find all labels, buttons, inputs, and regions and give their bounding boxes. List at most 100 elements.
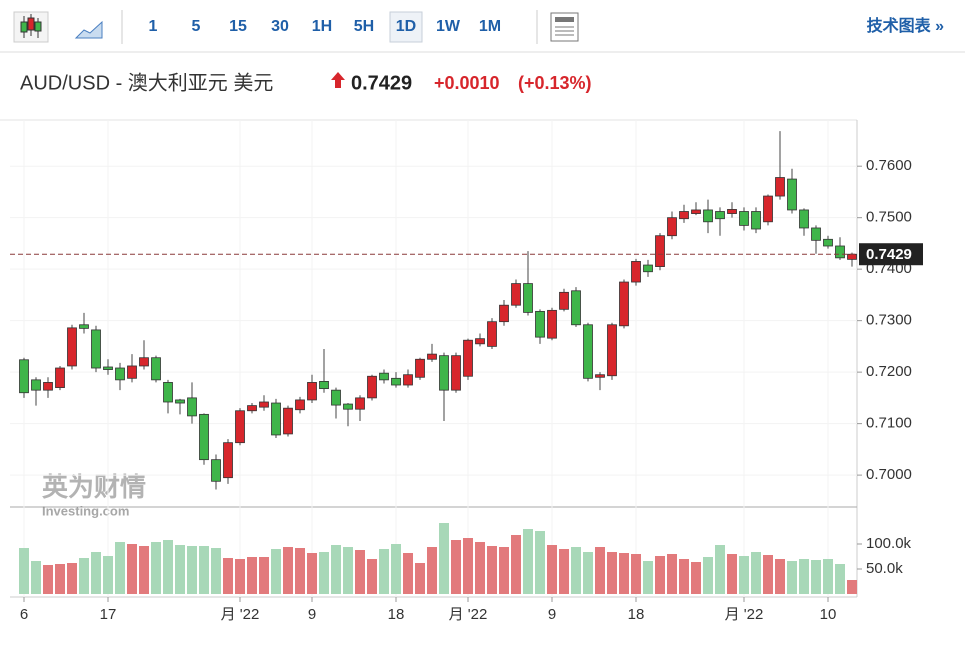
candle-body	[763, 195, 773, 223]
volume-bar	[379, 549, 389, 594]
volume-bar	[463, 538, 473, 594]
volume-bar	[427, 547, 437, 594]
candle-body	[847, 253, 857, 260]
volume-bar	[103, 556, 113, 594]
candle-body	[595, 374, 605, 378]
volume-bar	[439, 523, 449, 594]
volume-bar	[619, 553, 629, 594]
toolbar	[0, 0, 965, 52]
volume-bar	[487, 546, 497, 594]
volume-bar	[715, 545, 725, 594]
price: 0.7429	[351, 72, 412, 94]
candle-body	[187, 397, 197, 417]
candle-body	[619, 281, 629, 327]
x-tick-label: 月 '22	[221, 606, 260, 623]
candle-body	[679, 211, 689, 220]
tech-chart-link[interactable]: 技术图表 »	[867, 16, 944, 35]
candle-icon[interactable]	[13, 11, 49, 43]
candle-body	[55, 367, 65, 388]
volume-bar	[775, 559, 785, 594]
candle-body	[391, 377, 401, 386]
last-price-label: 0.7429	[866, 246, 912, 263]
x-tick-label: 9	[548, 606, 556, 623]
volume-bar	[391, 544, 401, 594]
volume-bar	[823, 559, 833, 594]
candle-body	[271, 402, 281, 436]
candle-body	[739, 211, 749, 226]
candle-body	[535, 310, 545, 338]
volume-bar	[367, 559, 377, 594]
y-tick-label: 0.7200	[866, 363, 912, 380]
volume-bar	[43, 565, 53, 594]
candle-body	[499, 304, 509, 323]
y-tick-label: 0.7500	[866, 209, 912, 226]
symbol: AUD/USD - 澳大利亚元 美元	[20, 71, 273, 94]
indicator-icon[interactable]	[550, 12, 579, 42]
volume-bar	[607, 552, 617, 594]
volume-bar	[211, 548, 221, 594]
candle-body	[355, 397, 365, 410]
volume-bar	[727, 554, 737, 594]
candle-body	[79, 324, 89, 329]
candle-body	[175, 399, 185, 404]
interval-button[interactable]: 1	[149, 18, 158, 35]
x-tick-label: 17	[100, 606, 117, 623]
volume-bar	[631, 554, 641, 594]
change-pct: (+0.13%)	[518, 73, 592, 93]
volume-bar	[535, 531, 545, 594]
interval-button[interactable]: 1D	[396, 18, 416, 35]
candle-body	[511, 283, 521, 306]
volume-bar	[235, 559, 245, 594]
volume-bar	[79, 558, 89, 594]
volume-bar	[667, 554, 677, 594]
candle-body	[823, 238, 833, 247]
candle-body	[451, 355, 461, 391]
watermark-en: Investing.com	[42, 503, 129, 518]
candle-body	[379, 372, 389, 381]
last-price-box	[859, 243, 923, 266]
interval-button[interactable]: 1M	[479, 18, 501, 35]
interval-button[interactable]: 1W	[436, 18, 461, 35]
interval-button[interactable]: 1H	[312, 18, 332, 35]
candle-body	[403, 374, 413, 386]
volume-bar	[763, 555, 773, 594]
interval-button[interactable]: 15	[229, 18, 247, 35]
candle-body	[67, 327, 77, 367]
candle-body	[691, 209, 701, 214]
candle-body	[43, 382, 53, 391]
x-tick-label: 10	[820, 606, 837, 623]
volume-bar	[271, 549, 281, 594]
volume-bar	[187, 546, 197, 594]
interval-button[interactable]: 5H	[354, 18, 374, 35]
volume-bar	[319, 552, 329, 594]
candle-body	[811, 227, 821, 241]
candle-body	[295, 399, 305, 411]
interval-button[interactable]: 30	[271, 18, 289, 35]
volume-bar	[595, 547, 605, 594]
volume-bar	[55, 564, 65, 594]
volume-bar	[511, 535, 521, 594]
y-tick-label: 0.7600	[866, 157, 912, 174]
volume-bar	[127, 544, 137, 594]
volume-bar	[523, 529, 533, 594]
volume-bar	[151, 542, 161, 594]
volume-bar	[739, 556, 749, 594]
candle-body	[571, 290, 581, 326]
volume-bar	[811, 560, 821, 594]
x-tick-label: 9	[308, 606, 316, 623]
watermark-cn: 英为财情	[42, 472, 146, 502]
interval-button[interactable]: 5	[192, 18, 201, 35]
volume-bar	[547, 545, 557, 594]
candle-body	[523, 283, 533, 313]
volume-bar	[643, 561, 653, 594]
volume-bar	[139, 546, 149, 594]
volume-bar	[343, 547, 353, 594]
volume-bar	[679, 559, 689, 594]
line-icon[interactable]	[74, 20, 103, 39]
volume-bar	[799, 559, 809, 594]
candle-body	[151, 357, 161, 381]
volume-bar	[115, 542, 125, 594]
volume-bar	[331, 545, 341, 594]
